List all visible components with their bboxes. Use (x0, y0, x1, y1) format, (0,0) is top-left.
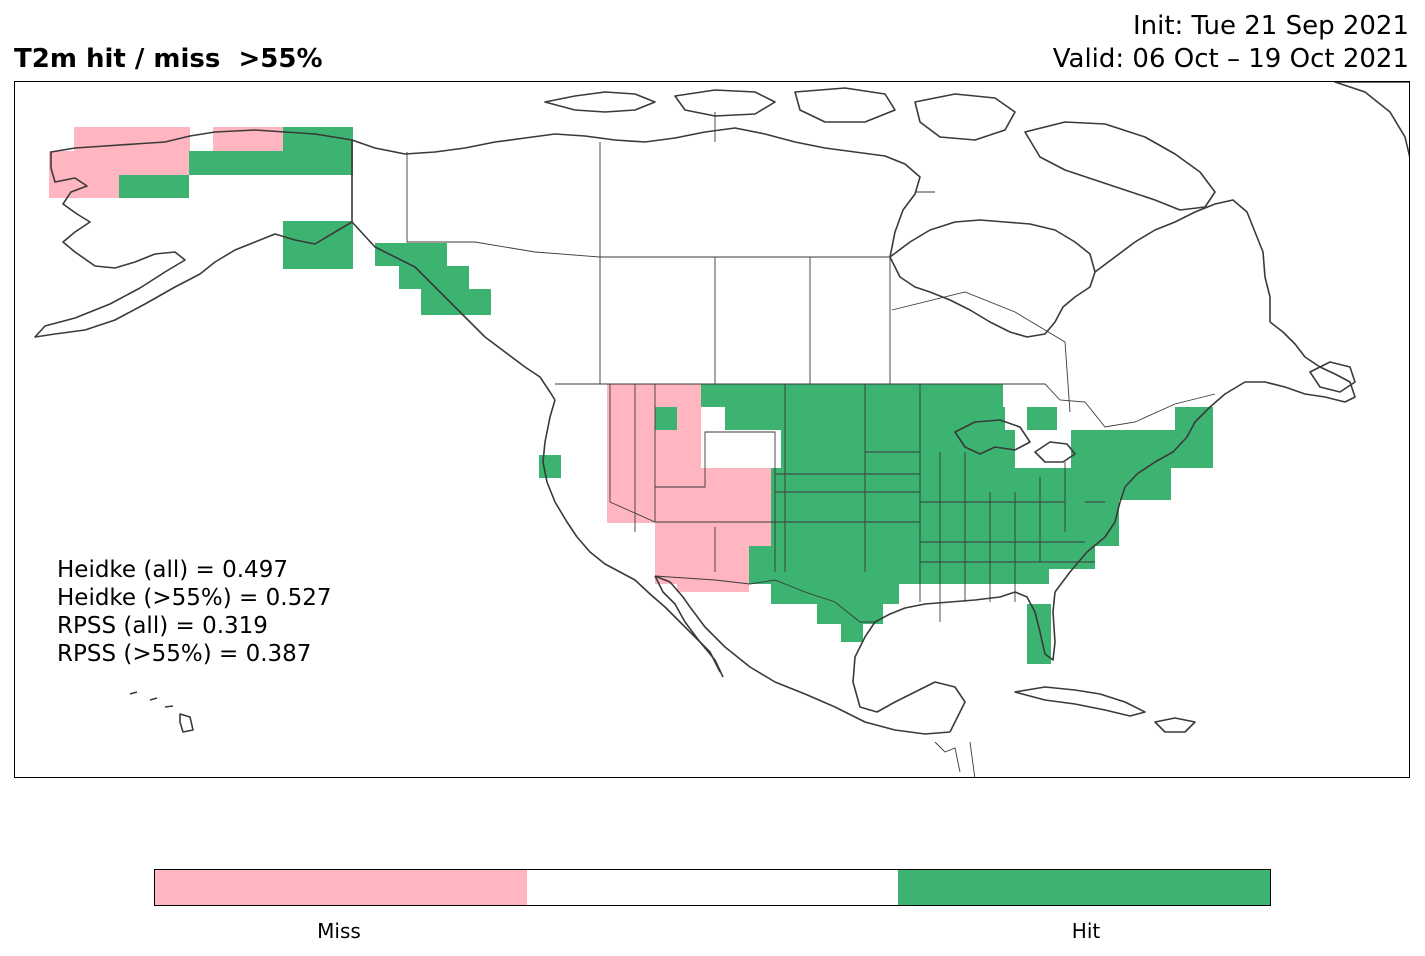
stat-rpss-55: RPSS (>55%) = 0.387 (57, 641, 312, 667)
colorbar-hit-swatch (898, 870, 1271, 905)
hit-cell-7 (701, 384, 1003, 407)
greenland-edge (1334, 82, 1409, 158)
miss-cell-4 (607, 384, 701, 407)
valid-date: Valid: 06 Oct – 19 Oct 2021 (1052, 44, 1409, 74)
colorbar-label-hit: Hit (1071, 919, 1101, 943)
hit-cell-23 (1027, 604, 1051, 664)
arctic-island-3 (794, 87, 896, 123)
miss-cell-13 (677, 584, 749, 592)
hispaniola (1154, 717, 1196, 733)
init-date: Init: Tue 21 Sep 2021 (1132, 11, 1409, 41)
hit-cell-10 (781, 430, 1015, 468)
miss-cell-1 (49, 151, 201, 175)
hit-cell-8 (655, 407, 677, 430)
hawaii (129, 691, 194, 733)
miss-cell-8 (607, 468, 773, 500)
colorbar-miss-swatch (155, 870, 527, 905)
arctic-island-4 (914, 93, 1016, 141)
miss-cell-5 (607, 407, 655, 430)
miss-cells (49, 127, 773, 592)
us-states (609, 384, 1105, 622)
cuba (1014, 686, 1146, 717)
stat-rpss-all: RPSS (all) = 0.319 (57, 613, 268, 639)
hit-cell-15 (1101, 468, 1171, 500)
canada-provinces (406, 112, 1071, 413)
hit-cell-14 (1071, 430, 1213, 468)
colorbar (154, 869, 1271, 906)
baja-coast (654, 575, 724, 678)
stat-heidke-all: Heidke (all) = 0.497 (57, 557, 288, 583)
colorbar-neutral-swatch (526, 870, 899, 905)
canada-us-border (555, 383, 1216, 428)
hit-cell-1 (189, 151, 353, 175)
us-west-coast (542, 399, 721, 673)
hit-cell-18 (749, 546, 1095, 569)
score-stats: Heidke (all) = 0.497 Heidke (>55%) = 0.5… (57, 556, 331, 668)
miss-cell-10 (655, 523, 773, 546)
us-mexico-border (654, 575, 875, 623)
hit-cell-20 (771, 584, 899, 604)
date-info: Init: Tue 21 Sep 2021 Valid: 06 Oct – 19… (1053, 10, 1409, 76)
map-panel (14, 81, 1410, 778)
mexico-coast (689, 606, 951, 735)
hit-cell-17 (771, 523, 1119, 546)
alaska-coast (34, 129, 353, 338)
miss-cell-7 (607, 430, 701, 468)
newfoundland (1309, 361, 1356, 393)
hit-cell-4 (375, 243, 447, 266)
hit-cell-5 (399, 266, 469, 289)
hit-cell-13 (771, 468, 1101, 500)
coastlines (34, 82, 1409, 735)
arctic-island-1 (544, 91, 656, 113)
hit-cell-6 (421, 289, 491, 315)
east-coast (1054, 321, 1356, 593)
miss-cell-6 (675, 407, 701, 430)
central-america-borders (934, 741, 976, 777)
hit-cell-24 (539, 455, 561, 478)
gulf-coast (852, 591, 1056, 733)
hit-cell-2 (119, 175, 189, 198)
miss-cell-9 (607, 500, 773, 523)
hit-cell-22 (841, 624, 863, 642)
map-canvas (34, 82, 1409, 777)
hit-cell-19 (749, 569, 1049, 584)
great-lakes (954, 419, 1076, 463)
stat-heidke-55: Heidke (>55%) = 0.527 (57, 585, 332, 611)
political-borders (351, 112, 1216, 777)
miss-cell-12 (655, 569, 749, 584)
map-title: T2m hit / miss >55% (14, 44, 323, 74)
bc-coast (351, 221, 556, 401)
miss-cell-11 (655, 546, 771, 569)
hudson-bay (889, 219, 1096, 338)
arctic-coast (351, 127, 921, 258)
hit-cell-11 (1027, 407, 1057, 430)
baffin-island (1024, 121, 1216, 211)
hit-cell-16 (771, 500, 1119, 523)
colorbar-label-miss: Miss (317, 919, 361, 943)
labrador-coast (1094, 199, 1271, 322)
arctic-island-2 (674, 89, 776, 117)
